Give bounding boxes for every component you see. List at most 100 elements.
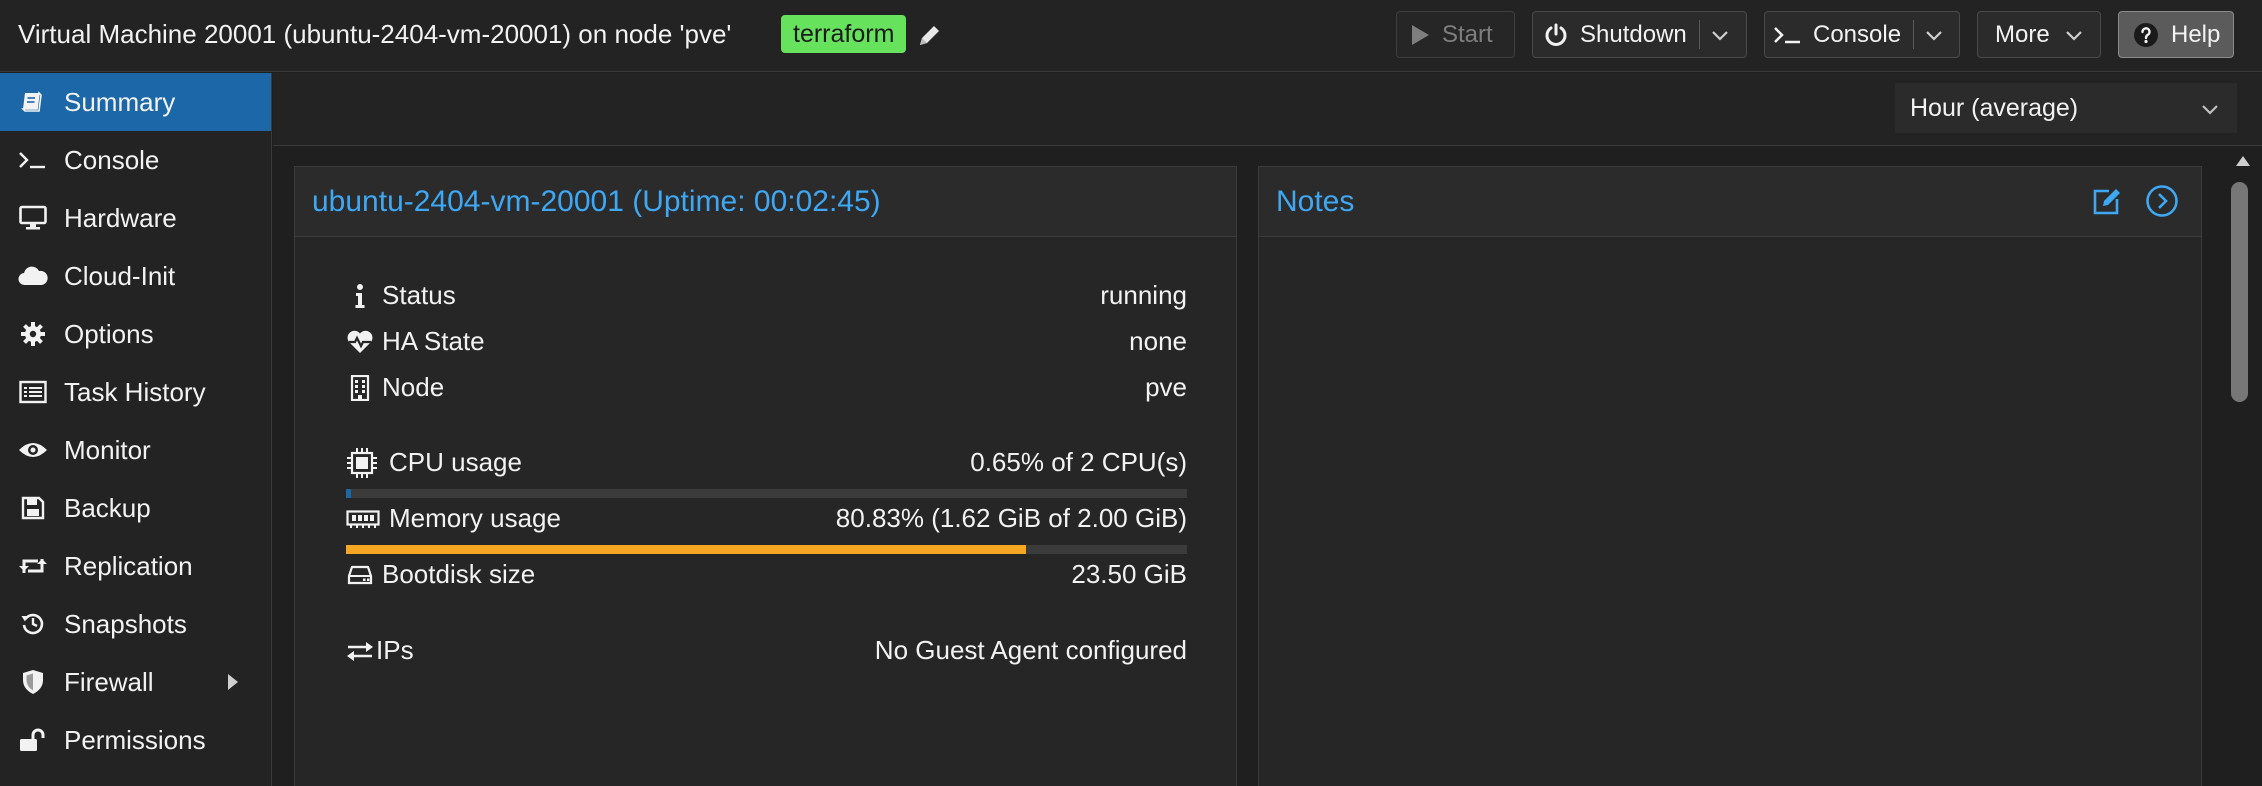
sidebar-item-task-history[interactable]: Task History	[0, 363, 271, 421]
cpu-usage-bar-fill	[346, 489, 352, 498]
sidebar-item-firewall[interactable]: Firewall	[0, 653, 271, 711]
list-icon	[18, 377, 48, 407]
summary-toolbar: Hour (average)	[273, 73, 2262, 146]
info-icon	[346, 282, 374, 310]
node-row: Node pve	[346, 372, 1187, 406]
cpu-icon	[346, 447, 378, 479]
question-circle-icon	[2133, 22, 2159, 48]
vertical-scrollbar[interactable]	[2225, 146, 2262, 786]
node-value: pve	[1145, 372, 1187, 402]
sidebar-item-console[interactable]: Console	[0, 131, 271, 189]
timeframe-select-value: Hour (average)	[1910, 93, 2079, 122]
sidebar-nav: Summary Console Hardware Cloud-Init Opti…	[0, 73, 272, 786]
tag-badge[interactable]: terraform	[781, 15, 907, 53]
sidebar-item-cloud-init[interactable]: Cloud-Init	[0, 247, 271, 305]
vm-status-title: ubuntu-2404-vm-20001 (Uptime: 00:02:45)	[312, 185, 881, 218]
terminal-icon	[18, 145, 48, 175]
start-button[interactable]: Start	[1396, 11, 1515, 58]
scroll-up-arrow-icon[interactable]	[2235, 154, 2251, 168]
sidebar-item-label: Monitor	[64, 434, 151, 465]
sidebar-item-label: Cloud-Init	[64, 260, 176, 291]
sidebar-item-label: Permissions	[64, 724, 206, 755]
caret-right-icon[interactable]	[224, 672, 242, 692]
timeframe-select[interactable]: Hour (average)	[1895, 83, 2237, 133]
terminal-icon	[1773, 24, 1803, 46]
sidebar-item-label: Snapshots	[64, 608, 187, 639]
status-value: running	[1100, 280, 1187, 310]
shutdown-button[interactable]: Shutdown	[1532, 11, 1747, 58]
memory-usage-value: 80.83% (1.62 GiB of 2.00 GiB)	[835, 503, 1187, 533]
split-divider	[1913, 20, 1915, 49]
exchange-icon	[346, 637, 374, 665]
sidebar-item-label: Firewall	[64, 666, 154, 697]
memory-icon	[346, 505, 380, 533]
memory-usage-label: Memory usage	[389, 503, 561, 533]
sidebar-item-label: Hardware	[64, 202, 177, 233]
console-button-label: Console	[1813, 20, 1902, 48]
notes-panel-header: Notes	[1259, 167, 2201, 237]
ips-value: No Guest Agent configured	[874, 635, 1187, 665]
start-button-label: Start	[1442, 20, 1493, 48]
header-bar: Virtual Machine 20001 (ubuntu-2404-vm-20…	[0, 0, 2262, 72]
edit-icon[interactable]	[2091, 184, 2125, 218]
ha-state-label: HA State	[382, 326, 485, 356]
sidebar-item-label: Replication	[64, 550, 193, 581]
gear-icon	[18, 319, 48, 349]
play-icon	[1410, 24, 1430, 46]
notes-panel: Notes	[1258, 166, 2202, 786]
building-icon	[346, 374, 374, 402]
ha-state-value: none	[1129, 326, 1187, 356]
page-title: Virtual Machine 20001 (ubuntu-2404-vm-20…	[18, 19, 732, 49]
sidebar-item-monitor[interactable]: Monitor	[0, 421, 271, 479]
cpu-usage-row: CPU usage 0.65% of 2 CPU(s)	[346, 447, 1187, 481]
book-icon	[18, 87, 48, 117]
chevron-down-icon[interactable]	[1710, 25, 1730, 45]
floppy-icon	[18, 493, 48, 523]
split-divider	[1698, 20, 1700, 49]
help-button-label: Help	[2171, 20, 2221, 48]
sidebar-item-backup[interactable]: Backup	[0, 479, 271, 537]
retweet-icon	[18, 551, 48, 581]
bootdisk-row: Bootdisk size 23.50 GiB	[346, 559, 1187, 593]
console-button[interactable]: Console	[1764, 11, 1960, 58]
status-label: Status	[382, 280, 456, 310]
node-label: Node	[382, 372, 445, 402]
vm-status-panel-header: ubuntu-2404-vm-20001 (Uptime: 00:02:45)	[295, 167, 1236, 237]
help-button[interactable]: Help	[2118, 11, 2234, 58]
ips-row: IPs No Guest Agent configured	[346, 635, 1187, 669]
sidebar-item-hardware[interactable]: Hardware	[0, 189, 271, 247]
chevron-down-icon[interactable]	[1924, 25, 1944, 45]
monitor-icon	[18, 203, 48, 233]
chevron-circle-right-icon[interactable]	[2145, 184, 2179, 218]
cloud-icon	[18, 261, 48, 291]
shutdown-button-label: Shutdown	[1580, 20, 1687, 48]
cpu-usage-label: CPU usage	[389, 447, 522, 477]
memory-usage-row: Memory usage 80.83% (1.62 GiB of 2.00 Gi…	[346, 503, 1187, 537]
pencil-icon[interactable]	[916, 21, 944, 49]
status-row: Status running	[346, 280, 1187, 314]
sidebar-item-permissions[interactable]: Permissions	[0, 711, 271, 769]
sidebar-item-snapshots[interactable]: Snapshots	[0, 595, 271, 653]
cpu-usage-value: 0.65% of 2 CPU(s)	[970, 447, 1187, 477]
sidebar-item-label: Task History	[64, 376, 206, 407]
sidebar-item-summary[interactable]: Summary	[0, 73, 271, 131]
chevron-down-icon[interactable]	[2200, 99, 2220, 119]
sidebar-item-replication[interactable]: Replication	[0, 537, 271, 595]
sidebar-item-options[interactable]: Options	[0, 305, 271, 363]
notes-title: Notes	[1276, 185, 1355, 218]
power-icon	[1544, 23, 1568, 47]
scrollbar-thumb[interactable]	[2231, 182, 2248, 402]
sidebar-item-label: Options	[64, 318, 154, 349]
memory-usage-bar	[346, 545, 1187, 554]
ips-label: IPs	[376, 635, 414, 665]
shield-icon	[18, 667, 48, 697]
more-button-label: More	[1995, 20, 2050, 48]
more-button[interactable]: More	[1977, 11, 2101, 58]
sidebar-item-label: Backup	[64, 492, 151, 523]
harddisk-icon	[346, 561, 374, 589]
eye-icon	[18, 435, 48, 465]
unlock-icon	[18, 725, 48, 755]
sidebar-item-label: Summary	[64, 86, 176, 117]
ha-state-row: HA State none	[346, 326, 1187, 360]
